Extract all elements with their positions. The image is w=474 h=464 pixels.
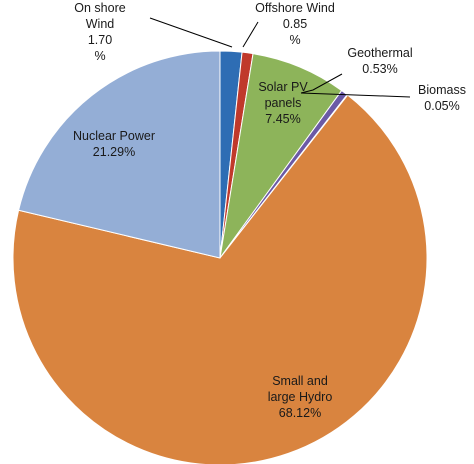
slice-label-0-line-2: 1.70 xyxy=(88,33,112,47)
slice-label-5-line-0: Small and xyxy=(272,374,328,388)
slice-label-5-line-1: large Hydro xyxy=(268,390,333,404)
slice-labels: On shore Wind 1.70 % Offshore Wind 0.85 % Solar… xyxy=(73,1,466,420)
leader-line-4 xyxy=(300,92,411,98)
slice-label-4-line-0: Biomass xyxy=(418,83,466,97)
slice-label-4: Biomass 0.05% xyxy=(418,83,466,113)
slice-label-2-line-2: 7.45% xyxy=(265,112,300,126)
slice-label-3-line-0: Geothermal xyxy=(347,46,412,60)
pie-slice-2 xyxy=(219,53,343,259)
slice-label-3: Geothermal 0.53% xyxy=(347,46,412,76)
leader-line-3 xyxy=(300,73,343,94)
slice-label-0: On shore Wind 1.70% xyxy=(74,1,125,63)
slice-label-4-line-1: 0.05% xyxy=(424,99,459,113)
leader-line-0 xyxy=(149,17,233,48)
slice-label-6: Nuclear Power 21.29% xyxy=(73,129,155,159)
slice-label-2-line-1: panels xyxy=(265,96,302,110)
slice-label-6-line-0: Nuclear Power xyxy=(73,129,155,143)
pie-slices xyxy=(12,50,428,464)
slice-label-3-line-1: 0.53% xyxy=(362,62,397,76)
slice-label-1-line-1: 0.85 xyxy=(283,17,307,31)
leader-line-1 xyxy=(242,21,259,48)
slice-label-6-line-1: 21.29% xyxy=(93,145,135,159)
pie-slice-5 xyxy=(12,94,428,464)
leader-lines xyxy=(149,17,411,98)
slice-label-0-line-1: Wind xyxy=(86,17,115,31)
slice-label-1: Offshore Wind 0.85% xyxy=(255,1,335,47)
slice-label-1-line-0: Offshore Wind xyxy=(255,1,335,15)
slice-label-1-line-2: % xyxy=(289,33,300,47)
pie-slice-6 xyxy=(17,50,221,259)
slice-label-5-line-2: 68.12% xyxy=(279,406,321,420)
slice-label-2: Solar PV panels 7.45% xyxy=(258,80,308,126)
slice-label-0-line-3: % xyxy=(94,49,105,63)
slice-label-0-line-0: On shore xyxy=(74,1,125,15)
slice-label-2-line-0: Solar PV xyxy=(258,80,308,94)
slice-label-5: Small and large Hydro 68.12% xyxy=(268,374,333,420)
